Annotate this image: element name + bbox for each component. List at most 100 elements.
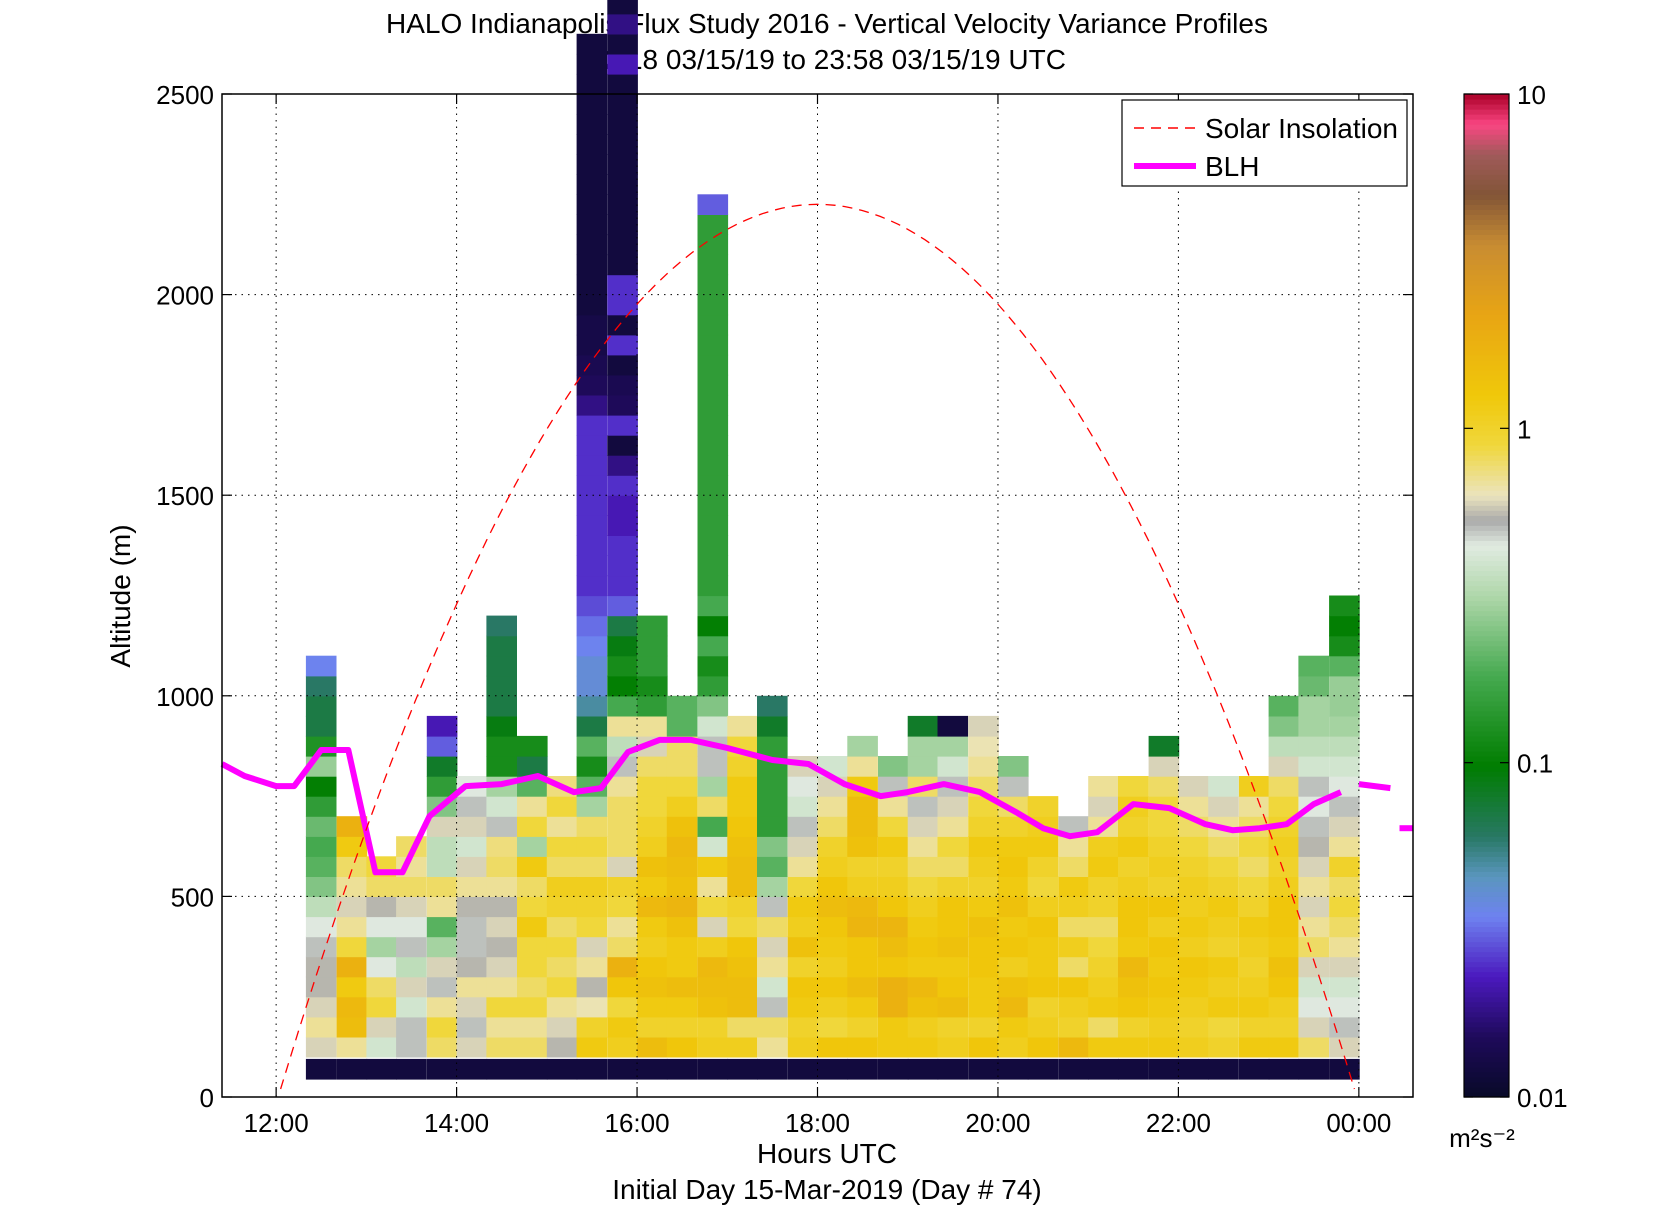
heatmap-cell [1148,996,1180,1018]
heatmap-cell [697,796,729,817]
heatmap-cell [486,896,517,918]
heatmap-cell [727,936,758,958]
colorbar-band [1464,745,1509,752]
heatmap-cell [305,976,337,998]
heatmap-cell [576,956,608,978]
heatmap-cell [907,856,939,877]
colorbar-band [1464,204,1509,210]
heatmap-cell [637,695,668,717]
colorbar-band [1464,635,1509,642]
heatmap-cell [757,1016,788,1038]
colorbar-band [1464,570,1509,577]
colorbar-band [1464,289,1509,296]
heatmap-cell [697,1036,729,1058]
x-tick-label: 22:00 [1146,1108,1211,1138]
colorbar-band [1464,430,1509,436]
heatmap-cell [727,916,758,938]
heatmap-cell [1238,976,1270,998]
heatmap-cell [576,1016,608,1038]
colorbar-band [1464,314,1509,321]
heatmap-cell [1268,976,1300,998]
heatmap-cell [1238,996,1270,1018]
heatmap-cell [607,354,638,376]
heatmap-cell [336,896,368,918]
series [220,203,1413,1090]
colorbar-band [1464,886,1509,892]
heatmap-cell [517,796,548,817]
heatmap-cell [1148,1016,1180,1038]
heatmap-cell [607,595,638,617]
heatmap-cell [637,996,668,1018]
heatmap-cell [666,996,698,1018]
heatmap-cell [1329,956,1360,978]
heatmap-cell [426,876,458,897]
heatmap-cell [1268,756,1300,777]
colorbar-band [1464,836,1509,842]
heatmap-cell [637,615,668,637]
heatmap-cell [697,916,729,938]
colorbar-tick-label: 1 [1517,414,1531,444]
heatmap-cell [576,555,608,577]
heatmap-cell [907,735,939,757]
heatmap-cell [546,956,578,978]
heatmap-cell [1298,916,1329,938]
heatmap-cell [486,976,517,998]
colorbar-band [1464,189,1509,195]
heatmap-cell [787,836,819,857]
colorbar-band [1464,269,1509,276]
colorbar-band [1464,149,1509,155]
heatmap-cell [1178,1016,1209,1038]
heatmap-cell [878,896,909,918]
heatmap-cell [1238,956,1270,978]
heatmap-cell [1268,856,1300,877]
heatmap-cell [426,1036,458,1058]
heatmap-cell [1329,756,1360,777]
heatmap-cell [305,936,337,958]
heatmap-cell [697,635,729,657]
heatmap-cell [456,1036,488,1058]
colorbar-band [1464,159,1509,165]
heatmap-cell [576,495,608,516]
heatmap-cell [607,575,638,597]
colorbar-band [1464,595,1509,602]
colorbar-band [1464,811,1509,817]
heatmap-cell [305,856,337,877]
heatmap-cell [1027,836,1059,857]
heatmap-cell [426,916,458,938]
heatmap-cell [787,956,819,978]
heatmap-cell [305,1058,337,1080]
heatmap-cell [1088,876,1119,897]
x-tick-label: 14:00 [424,1108,489,1138]
legend: Solar Insolation BLH [1121,99,1408,187]
heatmap-cell [1118,936,1149,958]
heatmap-cell [637,836,668,857]
heatmap-cell [607,194,638,215]
heatmap-cell [1329,595,1360,617]
heatmap-cell [1298,996,1329,1018]
heatmap-cell [817,1058,849,1080]
heatmap-cell [847,936,878,958]
heatmap-cell [1268,1036,1300,1058]
colorbar-band [1464,124,1509,130]
heatmap-cell [576,856,608,877]
heatmap-cell [1298,1036,1329,1058]
heatmap-cell [546,816,578,837]
heatmap-cell [1298,735,1329,757]
heatmap-cell [1178,996,1209,1018]
colorbar-band [1464,450,1509,456]
heatmap-cell [1027,796,1059,817]
colorbar-band [1464,615,1509,622]
heatmap-cell [937,996,969,1018]
colorbar-band [1464,470,1509,476]
heatmap-cell [1058,956,1089,978]
colorbar-band [1464,936,1509,943]
heatmap-cell [1148,856,1180,877]
plot-area: 12:00 14:00 16:00 18:00 20:00 22:00 00:00 0 500… [156,0,1414,1138]
colorbar-band [1464,861,1509,867]
heatmap-cell [907,1016,939,1038]
colorbar-band [1464,630,1509,637]
heatmap-cell [607,234,638,256]
colorbar-band [1464,500,1509,506]
colorbar-band [1464,891,1509,897]
heatmap-cell [697,575,729,597]
